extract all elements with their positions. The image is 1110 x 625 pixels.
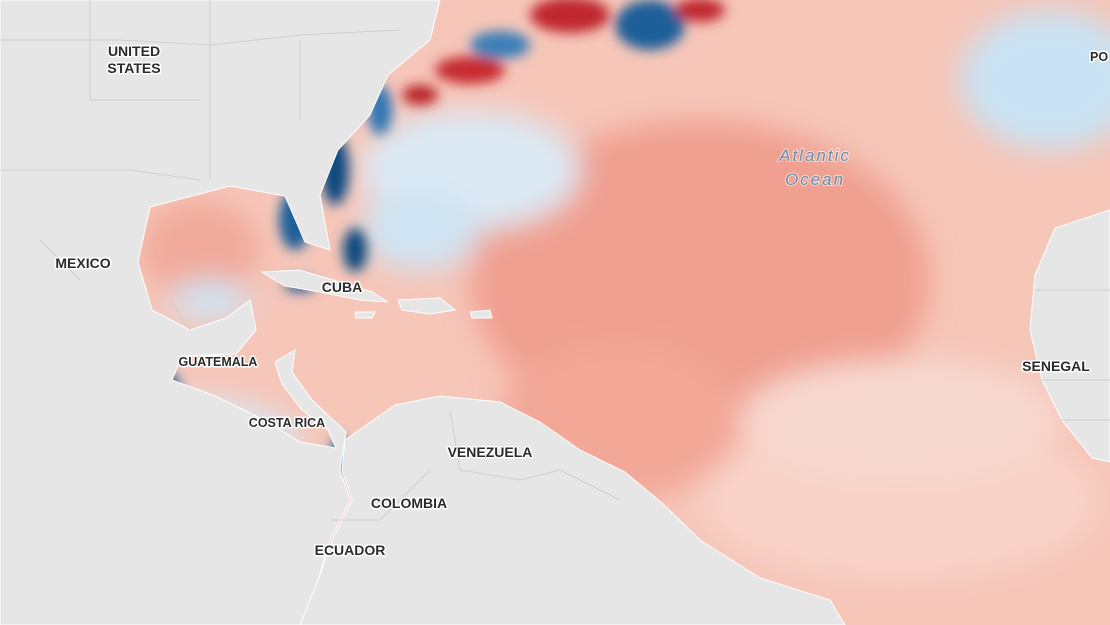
country-label: SENEGAL (1022, 358, 1090, 374)
label-line: Atlantic (778, 146, 851, 165)
country-label: MEXICO (55, 255, 110, 271)
country-label: PO (1090, 50, 1108, 64)
country-label: GUATEMALA (179, 355, 258, 369)
country-label: UNITED STATES (107, 43, 160, 76)
labels: UNITED STATES MEXICO CUBA GUATEMALA COSTA… (54, 42, 1110, 560)
country-label: COLOMBIA (371, 495, 447, 511)
country-label: COSTA RICA (249, 416, 325, 430)
country-label: ECUADOR (315, 542, 386, 558)
label-line: UNITED (108, 43, 160, 59)
country-label: VENEZUELA (448, 444, 533, 460)
ocean-label: Atlantic Ocean (778, 146, 851, 189)
label-line: STATES (107, 60, 160, 76)
country-label: CUBA (322, 279, 362, 295)
label-line: Ocean (785, 170, 845, 189)
